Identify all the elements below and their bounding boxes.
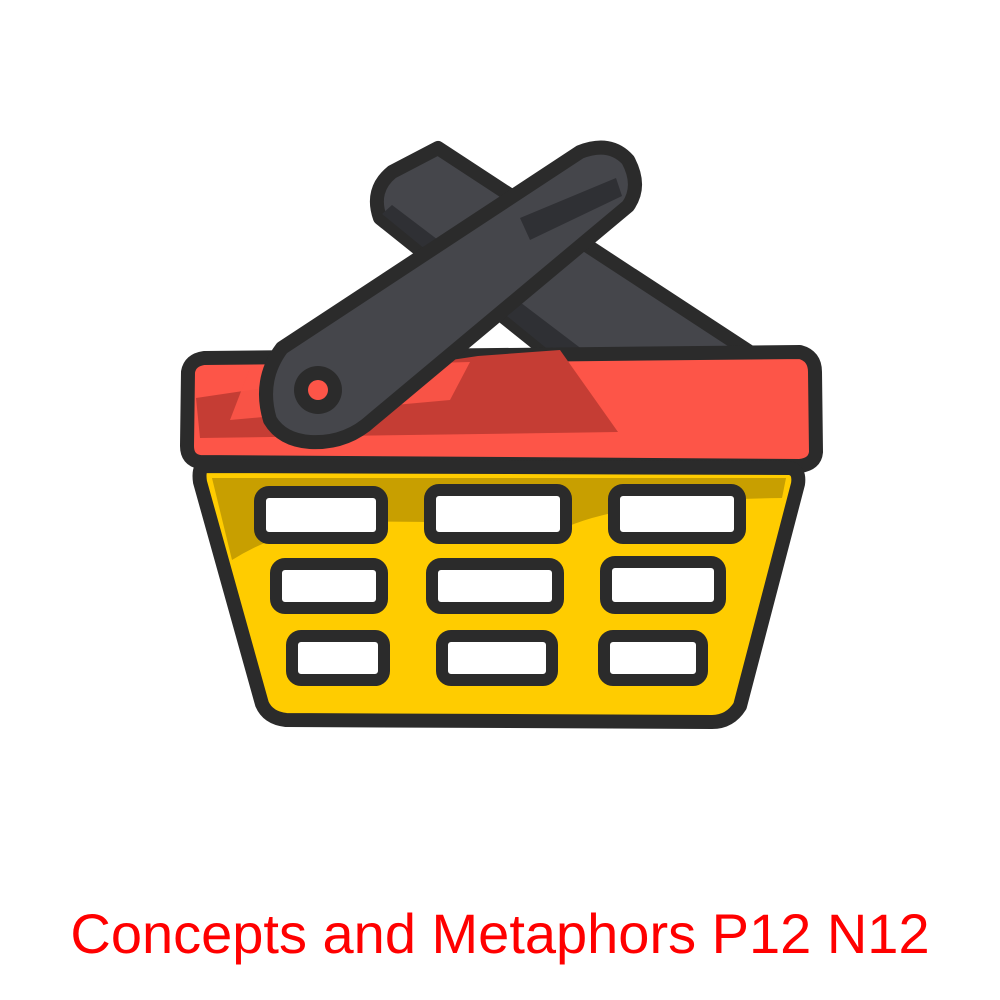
basket-slots [254, 484, 746, 686]
front-handle [259, 140, 642, 450]
caption-text: Concepts and Metaphors P12 N12 [70, 902, 930, 965]
